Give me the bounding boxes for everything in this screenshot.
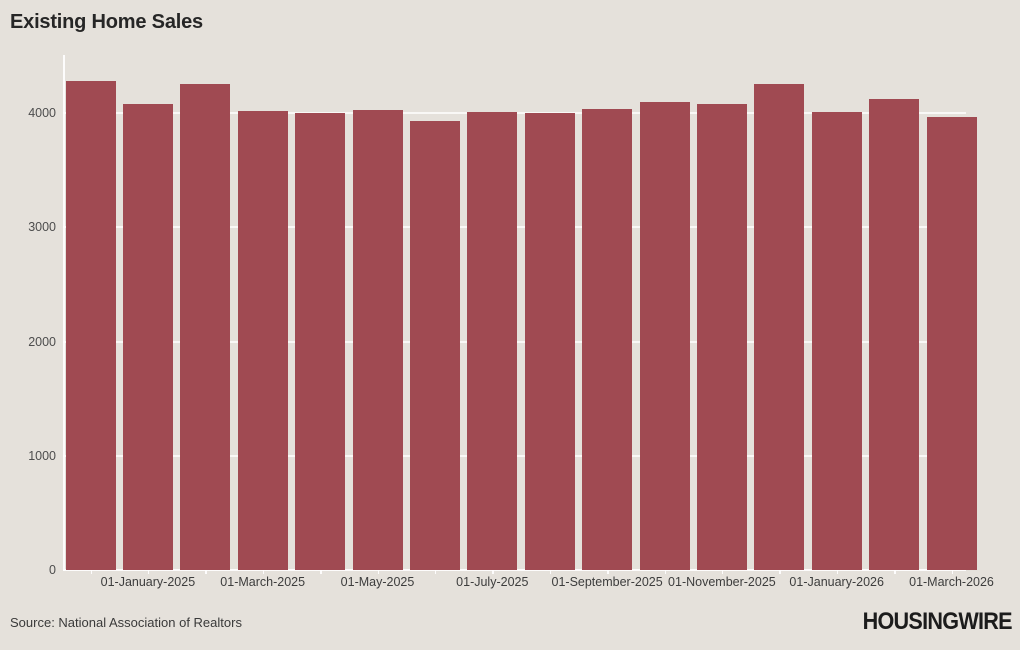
x-tick-mark [836, 570, 839, 574]
x-tick-mark [434, 570, 437, 574]
x-tick-mark [951, 570, 953, 574]
y-axis-label: 2000 [28, 334, 56, 349]
bar-01-February-2025 [180, 83, 231, 570]
y-axis-label: 3000 [28, 220, 56, 235]
x-axis-label: 01-January-2025 [100, 575, 196, 589]
x-axis-label: 01-March-2026 [909, 575, 994, 589]
x-axis-label: 01-September-2025 [551, 575, 663, 589]
source-text: Source: National Association of Realtors [10, 615, 242, 630]
bar-01-January-2026 [811, 112, 862, 570]
x-axis-label: 01-July-2025 [456, 575, 529, 589]
x-tick-mark [492, 570, 494, 574]
x-tick-mark [549, 570, 552, 574]
x-tick-mark [607, 570, 609, 574]
y-axis-label: 0 [49, 563, 56, 577]
x-tick-mark [664, 570, 666, 574]
bar-01-October-2025 [639, 101, 690, 570]
x-tick-mark [377, 570, 379, 574]
x-tick-mark [147, 570, 150, 574]
bar-01-December-2024 [65, 81, 116, 570]
x-tick-mark [90, 570, 92, 574]
bar-01-February-2026 [869, 99, 920, 570]
y-axis-line [63, 55, 65, 571]
bar-01-July-2025 [467, 112, 518, 570]
housingwire-logo: HOUSINGWIRE [862, 608, 1013, 635]
x-tick-mark [721, 570, 724, 574]
x-tick-mark [262, 570, 265, 574]
bar-01-January-2025 [122, 104, 173, 570]
x-axis-label: 01-January-2026 [789, 575, 884, 589]
bar-01-March-2025 [237, 110, 288, 570]
bar-01-May-2025 [352, 109, 403, 570]
y-axis-label: 1000 [28, 448, 56, 463]
bar-01-April-2025 [295, 113, 346, 570]
x-axis-label: 01-March-2025 [220, 575, 306, 589]
bar-01-November-2025 [696, 104, 747, 570]
bar-01-September-2025 [582, 108, 633, 570]
bar-01-March-2026 [926, 116, 977, 570]
bar-01-June-2025 [409, 121, 460, 570]
x-tick-mark [320, 570, 322, 574]
x-tick-mark [894, 570, 896, 574]
x-tick-mark [779, 570, 781, 574]
x-tick-mark [205, 570, 207, 574]
x-axis-label: 01-November-2025 [668, 575, 776, 589]
y-axis-label: 4000 [28, 106, 56, 121]
x-axis-label: 01-May-2025 [340, 575, 415, 589]
bar-01-December-2025 [754, 83, 805, 570]
x-axis-baseline [63, 569, 966, 571]
chart-title: Existing Home Sales [10, 11, 203, 33]
bar-01-August-2025 [524, 113, 575, 570]
